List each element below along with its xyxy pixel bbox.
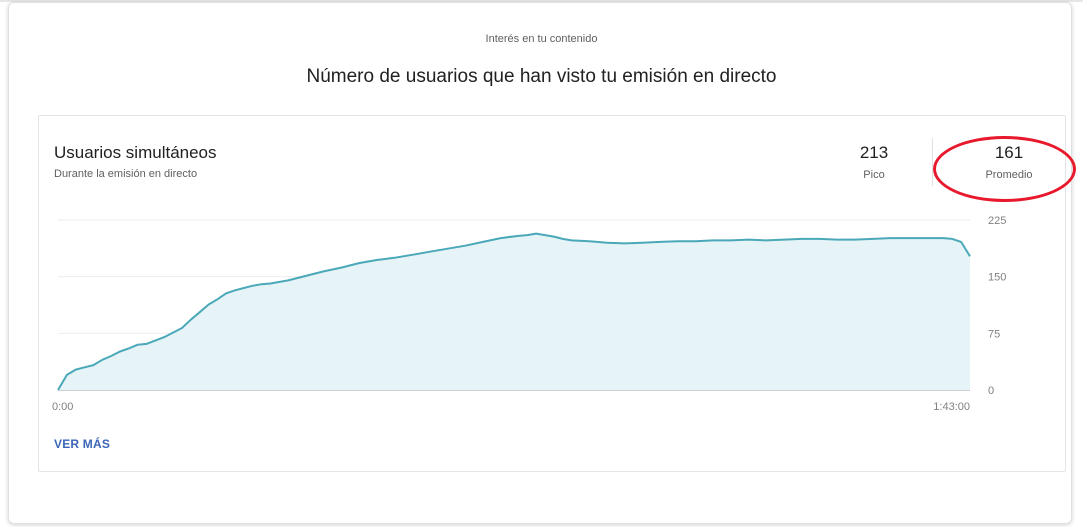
peak-label: Pico <box>863 169 885 181</box>
y-tick-label: 225 <box>988 215 1006 227</box>
average-label: Promedio <box>985 169 1033 181</box>
y-tick-label: 0 <box>988 385 994 397</box>
peak-stat: 213 Pico <box>844 143 904 181</box>
peak-value: 213 <box>859 143 889 162</box>
series-line <box>57 232 971 391</box>
card-subtitle: Durante la emisión en directo <box>54 168 198 180</box>
section-title: Interés en tu contenido <box>485 33 598 45</box>
stat-divider <box>932 138 933 186</box>
average-value: 161 <box>994 143 1024 162</box>
series-area <box>58 233 970 390</box>
x-tick-label: 1:43:00 <box>933 401 970 413</box>
x-tick-label: 0:00 <box>52 401 73 413</box>
page-top-border <box>0 0 1083 2</box>
card-title: Usuarios simultáneos <box>54 143 217 162</box>
page-title: Número de usuarios que han visto tu emis… <box>306 66 777 87</box>
y-tick-label: 150 <box>988 272 1006 284</box>
average-stat: 161 Promedio <box>969 143 1049 181</box>
see-more-link[interactable]: VER MÁS <box>54 437 111 451</box>
y-tick-label: 75 <box>988 328 1000 340</box>
